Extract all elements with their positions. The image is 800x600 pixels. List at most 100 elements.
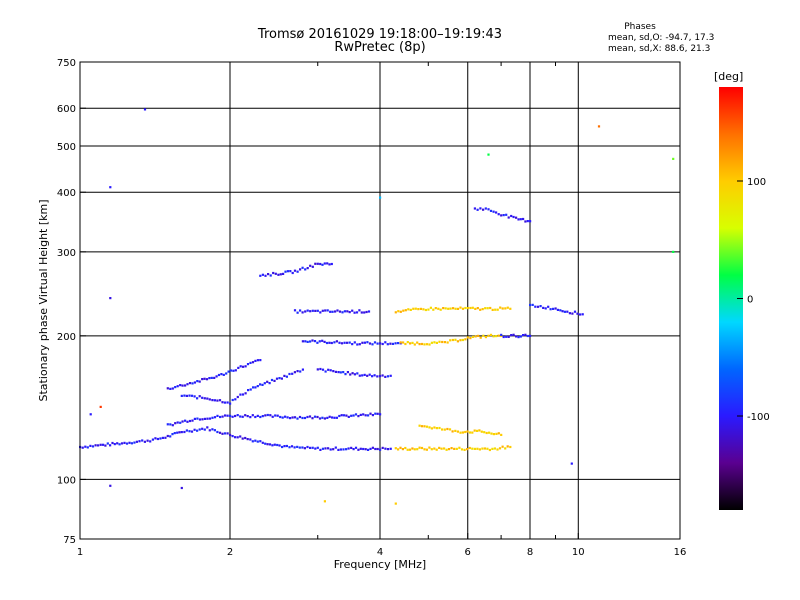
trace-point <box>229 433 232 437</box>
trace-point <box>166 434 169 438</box>
trace-point <box>552 307 555 310</box>
trace-point <box>479 308 482 311</box>
trace-point <box>346 341 349 344</box>
trace-point <box>361 341 364 344</box>
trace-point <box>549 308 552 311</box>
trace-point <box>289 270 292 273</box>
trace-point <box>476 208 479 211</box>
trace-point <box>448 428 452 431</box>
trace-point <box>259 359 262 362</box>
trace-point <box>512 215 515 219</box>
trace-point <box>237 366 240 369</box>
trace-point <box>501 307 504 310</box>
trace-point <box>492 210 495 213</box>
trace-point <box>296 311 299 314</box>
trace-point <box>480 430 483 433</box>
chart-title: Tromsø 20161029 19:18:00–19:19:43 <box>257 27 503 42</box>
trace-point <box>323 340 326 343</box>
trace-point <box>169 387 172 390</box>
trace-point <box>439 308 442 311</box>
trace-point <box>345 448 348 451</box>
trace-point <box>468 446 471 450</box>
phase-stats-heading: Phases <box>624 22 656 32</box>
trace-point <box>313 415 317 418</box>
trace-point <box>254 439 257 442</box>
trace-point <box>346 310 349 313</box>
trace-point <box>347 447 350 450</box>
trace-point <box>464 338 467 341</box>
chart-subtitle: RwPretec (8p) <box>334 40 426 55</box>
trace-point <box>321 339 324 342</box>
trace-point <box>213 376 216 379</box>
trace-point <box>285 375 288 378</box>
trace-point <box>430 448 433 451</box>
trace-point <box>491 308 494 311</box>
trace-point <box>284 270 287 273</box>
trace-point <box>309 310 312 313</box>
trace-point <box>416 341 419 344</box>
trace-point <box>166 387 169 390</box>
trace-point <box>219 415 222 419</box>
trace-point <box>284 415 287 418</box>
trace-point <box>135 440 138 443</box>
trace-point <box>269 274 272 277</box>
trace-point <box>286 416 289 419</box>
trace-point <box>276 443 279 447</box>
trace-point <box>529 303 532 307</box>
trace-point <box>183 430 186 434</box>
trace-point <box>495 432 498 435</box>
trace-point <box>501 445 504 448</box>
trace-point <box>435 448 438 451</box>
trace-point <box>417 308 420 311</box>
trace-point <box>99 443 102 446</box>
trace-point <box>203 428 206 431</box>
trace-point <box>478 429 481 432</box>
trace-point <box>239 415 242 418</box>
trace-point <box>264 274 267 277</box>
trace-point <box>561 310 564 313</box>
trace-point <box>526 334 529 338</box>
trace-point <box>270 378 274 382</box>
trace-point <box>554 307 557 310</box>
trace-point <box>174 386 177 389</box>
trace-point <box>433 341 436 344</box>
trace-point <box>434 307 437 310</box>
trace-point <box>109 444 112 447</box>
trace-point <box>468 431 472 434</box>
trace-point <box>379 342 382 345</box>
trace-point <box>371 446 374 449</box>
trace-point <box>278 377 281 380</box>
trace-point <box>326 416 329 419</box>
trace-point <box>201 427 204 430</box>
trace-point <box>454 429 457 432</box>
trace-point <box>281 416 284 419</box>
trace-point <box>459 431 462 434</box>
trace-point <box>559 309 562 312</box>
trace-point <box>519 335 522 338</box>
trace-point <box>404 309 407 312</box>
trace-point <box>348 341 351 344</box>
trace-point <box>443 447 446 450</box>
trace-point <box>364 448 367 451</box>
trace-point <box>339 448 342 451</box>
trace-point <box>328 341 331 344</box>
trace-point <box>311 309 314 312</box>
trace-point <box>342 414 346 417</box>
trace-point <box>319 367 322 371</box>
trace-point <box>308 415 312 418</box>
trace-point <box>399 310 402 313</box>
trace-point <box>425 343 429 346</box>
trace-point <box>301 416 304 420</box>
trace-point <box>483 447 486 450</box>
trace-point <box>283 445 286 448</box>
trace-point <box>321 263 324 266</box>
trace-point <box>318 340 321 343</box>
trace-point <box>193 428 196 431</box>
trace-point <box>319 448 322 451</box>
trace-point <box>509 307 512 310</box>
trace-point <box>406 341 409 344</box>
trace-point <box>342 448 345 451</box>
trace-point <box>451 430 454 433</box>
trace-point <box>506 445 509 448</box>
trace-point <box>169 423 172 426</box>
